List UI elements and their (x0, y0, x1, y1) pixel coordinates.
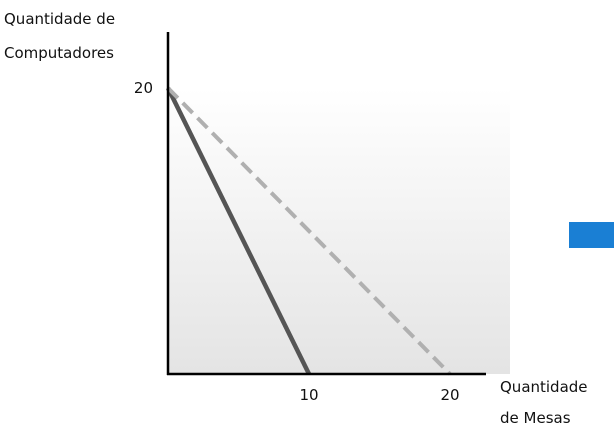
x-tick-label: 10 (299, 386, 318, 404)
y-tick-label: 20 (134, 79, 153, 97)
tick-layer: 10 20 20 (134, 79, 460, 404)
series-layer (165, 86, 452, 376)
x-axis-label-line-1: Quantidade (500, 378, 588, 396)
x-tick-label: 20 (440, 386, 459, 404)
y-axis-label-line-1: Quantidade de (4, 10, 115, 28)
x-axis-label-line-2: de Mesas (500, 409, 571, 427)
plot-area (168, 88, 510, 374)
series-line-solid (165, 87, 312, 375)
y-axis-label-line-2: Computadores (4, 44, 114, 62)
series-line-dashed (166, 86, 452, 376)
accent-marker (569, 222, 614, 248)
